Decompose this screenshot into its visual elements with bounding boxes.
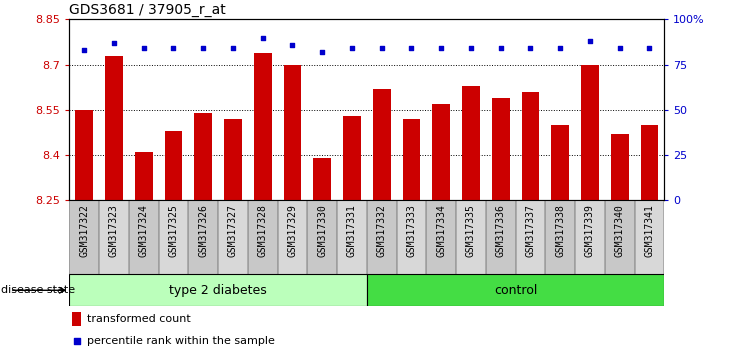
Text: GSM317341: GSM317341 — [645, 204, 654, 257]
Point — [525, 46, 537, 51]
Text: GSM317339: GSM317339 — [585, 204, 595, 257]
Bar — [492, 98, 510, 200]
Text: disease state: disease state — [1, 285, 76, 295]
Text: GSM317324: GSM317324 — [139, 204, 149, 257]
Bar — [581, 64, 599, 200]
Point — [406, 46, 418, 51]
Bar — [426, 200, 456, 274]
Text: type 2 diabetes: type 2 diabetes — [169, 284, 267, 297]
Point — [227, 46, 239, 51]
Point — [78, 47, 90, 53]
Text: GSM317329: GSM317329 — [288, 204, 297, 257]
Bar — [248, 200, 277, 274]
Bar — [545, 200, 575, 274]
Bar — [218, 200, 248, 274]
Bar — [254, 52, 272, 200]
Point — [435, 46, 447, 51]
Text: GSM317325: GSM317325 — [169, 204, 178, 257]
Bar — [313, 158, 331, 200]
Text: GDS3681 / 37905_r_at: GDS3681 / 37905_r_at — [69, 3, 226, 17]
Bar — [105, 56, 123, 200]
Text: control: control — [494, 284, 537, 297]
Bar — [551, 125, 569, 200]
Text: GSM317335: GSM317335 — [466, 204, 476, 257]
Text: transformed count: transformed count — [87, 314, 191, 324]
Text: GSM317330: GSM317330 — [318, 204, 327, 257]
Bar — [367, 274, 664, 306]
Text: GSM317326: GSM317326 — [199, 204, 208, 257]
Text: GSM317328: GSM317328 — [258, 204, 268, 257]
Text: GSM317332: GSM317332 — [377, 204, 387, 257]
Bar — [337, 200, 366, 274]
Text: GSM317333: GSM317333 — [407, 204, 416, 257]
Text: GSM317327: GSM317327 — [228, 204, 238, 257]
Text: GSM317331: GSM317331 — [347, 204, 357, 257]
Text: GSM317322: GSM317322 — [80, 204, 89, 257]
Point — [495, 46, 507, 51]
Bar — [188, 200, 218, 274]
Bar — [634, 200, 664, 274]
Text: percentile rank within the sample: percentile rank within the sample — [87, 336, 275, 346]
Point — [614, 46, 626, 51]
Point — [197, 46, 209, 51]
Bar — [128, 200, 158, 274]
Bar — [69, 200, 99, 274]
Text: GSM317334: GSM317334 — [437, 204, 446, 257]
Bar — [515, 200, 545, 274]
Point — [168, 46, 180, 51]
Bar — [367, 200, 396, 274]
Bar — [462, 86, 480, 200]
Point — [287, 42, 299, 47]
Bar — [343, 116, 361, 200]
Text: GSM317340: GSM317340 — [615, 204, 625, 257]
Text: GSM317337: GSM317337 — [526, 204, 535, 257]
Text: GSM317323: GSM317323 — [109, 204, 119, 257]
Point — [644, 46, 656, 51]
Bar — [521, 92, 539, 200]
Bar — [307, 200, 337, 274]
Bar — [164, 131, 182, 200]
Bar — [75, 110, 93, 200]
Bar — [224, 119, 242, 200]
Text: GSM317338: GSM317338 — [556, 204, 565, 257]
Bar — [432, 104, 450, 200]
Bar — [72, 312, 81, 326]
Point — [108, 40, 120, 46]
Point — [257, 35, 269, 40]
Point — [138, 46, 150, 51]
Bar — [135, 152, 153, 200]
Bar — [611, 134, 629, 200]
Bar — [158, 200, 188, 274]
Bar — [456, 200, 486, 274]
Bar — [69, 274, 367, 306]
Point — [584, 38, 596, 44]
Point — [554, 46, 566, 51]
Point — [376, 46, 388, 51]
Bar — [640, 125, 658, 200]
Point — [465, 46, 477, 51]
Bar — [486, 200, 515, 274]
Bar — [283, 64, 301, 200]
Bar — [194, 113, 212, 200]
Bar — [575, 200, 605, 274]
Bar — [373, 88, 391, 200]
Bar — [402, 119, 420, 200]
Text: GSM317336: GSM317336 — [496, 204, 506, 257]
Bar — [277, 200, 307, 274]
Point — [316, 49, 328, 55]
Bar — [396, 200, 426, 274]
Bar — [99, 200, 128, 274]
Point — [71, 338, 82, 344]
Bar — [605, 200, 634, 274]
Point — [346, 46, 358, 51]
